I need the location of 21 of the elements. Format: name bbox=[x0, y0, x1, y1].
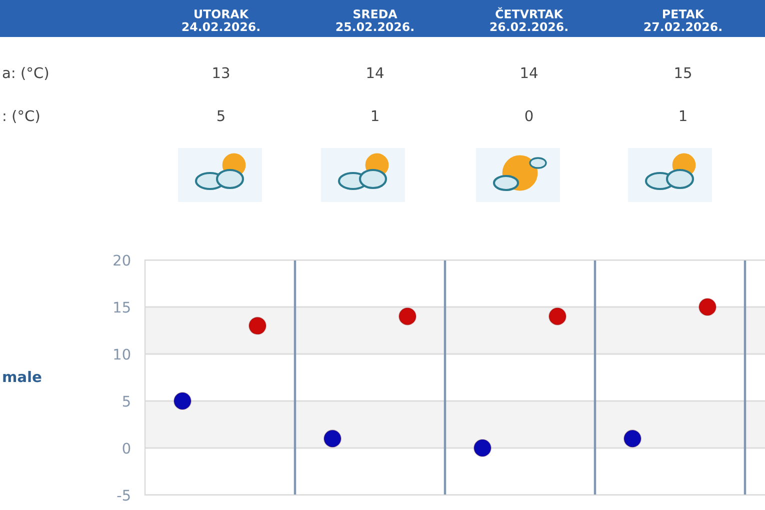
text: PETAK 27.02.2026. bbox=[644, 10, 722, 32]
text: ČETVRTAK 26.02.2026. bbox=[490, 7, 568, 32]
y-tick-label: 15 bbox=[114, 302, 130, 313]
data-label: 13 bbox=[213, 67, 230, 78]
text: UTORAK 24.02.2026. bbox=[182, 9, 260, 32]
data-label: 14 bbox=[521, 67, 538, 78]
y-tick-label: 10 bbox=[114, 348, 130, 360]
text: : (°C) bbox=[4, 110, 40, 123]
text: male bbox=[3, 370, 42, 382]
y-tick-label: 20 bbox=[114, 254, 130, 266]
data-label: 1 bbox=[372, 110, 378, 122]
text: SREDA 25.02.2026. bbox=[336, 9, 414, 32]
data-label: 5 bbox=[217, 110, 224, 122]
y-tick-label: 5 bbox=[122, 396, 130, 407]
data-label: 15 bbox=[675, 67, 692, 78]
text: a: (°C) bbox=[2, 66, 48, 80]
data-label: 1 bbox=[680, 110, 686, 122]
y-tick-label: -5 bbox=[117, 490, 130, 501]
data-label: 14 bbox=[367, 67, 384, 78]
y-tick-label: 0 bbox=[122, 442, 130, 454]
data-label: 0 bbox=[525, 110, 533, 122]
